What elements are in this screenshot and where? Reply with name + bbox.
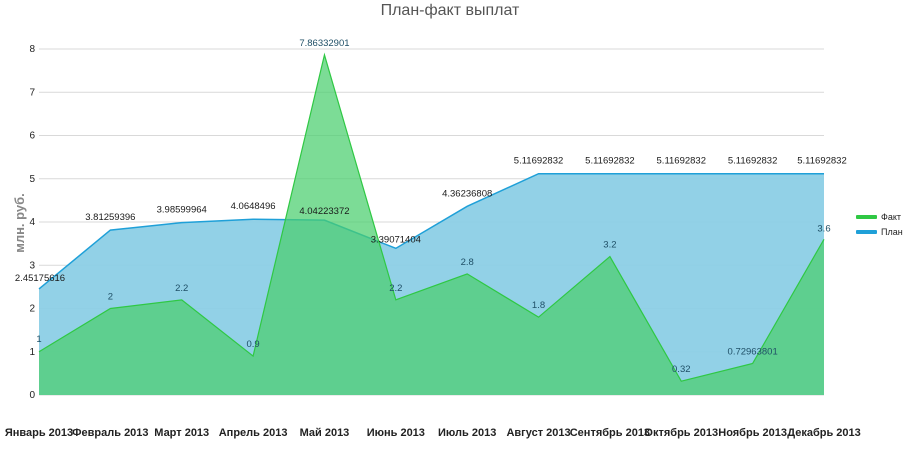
y-tick-label: 7 — [29, 87, 35, 98]
fact-area — [39, 54, 824, 396]
plan-line — [38, 172, 824, 290]
x-tick-label: Июнь 2013 — [367, 427, 425, 439]
x-tick-label: Март 2013 — [154, 427, 209, 439]
plan-data-label: 5.11692832 — [657, 156, 707, 167]
x-tick-label: Июль 2013 — [438, 427, 496, 439]
plan-data-label: 2.45175616 — [15, 273, 65, 284]
y-tick-label: 8 — [29, 44, 35, 55]
x-tick-label: Февраль 2013 — [72, 427, 148, 439]
x-tick-label: Август 2013 — [506, 427, 570, 439]
fact-data-label: 0.9 — [246, 339, 259, 350]
fact-data-label: 2.2 — [175, 283, 188, 294]
fact-data-label: 0.32 — [672, 364, 691, 375]
plan-data-label: 4.36236808 — [442, 188, 492, 199]
plan-data-label: 4.0648496 — [231, 201, 276, 212]
legend-label: План — [881, 227, 903, 237]
x-tick-label: Ноябрь 2013 — [718, 427, 787, 439]
fact-data-label: 0.72963801 — [728, 346, 778, 357]
legend-item[interactable]: Факт — [856, 212, 901, 222]
y-tick-label: 4 — [29, 217, 35, 228]
legend-swatch — [856, 230, 877, 234]
plan-data-label: 5.11692832 — [797, 156, 847, 167]
plan-data-label: 3.39071404 — [371, 234, 421, 245]
fact-data-label: 7.86332901 — [299, 38, 349, 49]
legend-swatch — [856, 215, 877, 219]
x-tick-label: Апрель 2013 — [219, 427, 288, 439]
y-tick-label: 0 — [29, 390, 35, 401]
x-tick-label: Январь 2013 — [5, 427, 73, 439]
y-axis-label: млн. руб. — [12, 193, 27, 253]
x-tick-label: Сентябрь 2013 — [570, 427, 650, 439]
fact-data-label: 3.6 — [817, 223, 830, 234]
legend-item[interactable]: План — [856, 227, 903, 237]
x-tick-label: Октябрь 2013 — [644, 427, 718, 439]
legend[interactable]: Факт План — [856, 212, 903, 237]
fact-data-label: 3.2 — [603, 240, 616, 251]
legend-label: Факт — [881, 212, 901, 222]
y-axis-ticks: 0 1 2 3 4 5 6 7 8 — [29, 44, 35, 401]
x-axis-ticks: Январь 2013 Февраль 2013 Март 2013 Апрель 2… — [5, 427, 861, 439]
plan-data-label: 5.11692832 — [728, 156, 778, 167]
fact-data-label: 2.8 — [461, 257, 474, 268]
y-tick-label: 1 — [29, 347, 35, 358]
x-tick-label: Декабрь 2013 — [787, 427, 861, 439]
fact-data-label: 1.8 — [532, 300, 545, 311]
plan-data-label: 5.11692832 — [514, 156, 564, 167]
fact-data-label: 1 — [36, 334, 41, 345]
data-labels: 2.45175616 3.81259396 3.98599964 4.0648496 4… — [15, 38, 847, 375]
plan-data-label: 4.04223372 — [299, 206, 349, 217]
plan-data-label: 3.98599964 — [157, 205, 207, 216]
x-tick-label: Май 2013 — [300, 427, 350, 439]
chart-title: План-факт выплат — [381, 2, 520, 19]
y-tick-label: 5 — [29, 174, 35, 185]
fact-line — [38, 52, 825, 382]
series-areas — [38, 52, 825, 396]
y-tick-label: 2 — [29, 304, 35, 315]
plan-data-label: 5.11692832 — [585, 156, 635, 167]
plan-data-label: 3.81259396 — [85, 212, 135, 223]
y-tick-label: 3 — [29, 260, 35, 271]
fact-data-label: 2 — [108, 292, 113, 303]
y-tick-label: 6 — [29, 131, 35, 142]
fact-data-label: 2.2 — [389, 283, 402, 294]
